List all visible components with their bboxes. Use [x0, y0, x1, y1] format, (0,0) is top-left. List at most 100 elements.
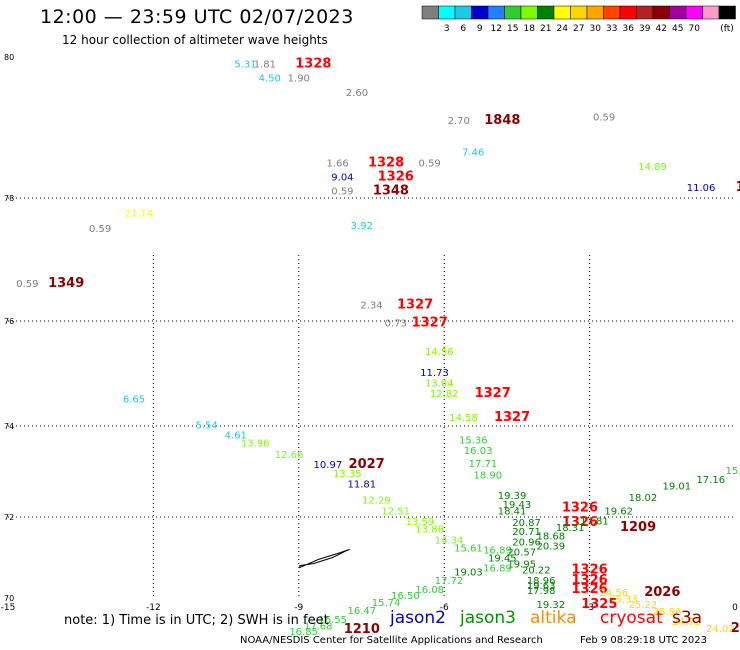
x-tick-label: -3 [585, 603, 594, 613]
wave-height-label: 11.81 [347, 479, 376, 490]
wave-height-label: 13.86 [415, 524, 444, 535]
color-scale-swatch [702, 5, 720, 20]
pass-time-label: 1326 [572, 573, 608, 588]
color-scale-label: 9 [477, 24, 483, 34]
pass-time-label: 2027 [349, 457, 385, 472]
wave-height-label: 19.03 [454, 568, 483, 579]
pass-time-label: 1326 [378, 169, 414, 184]
y-tick-label: 76 [4, 317, 14, 326]
wave-height-label: 12.51 [381, 507, 410, 518]
wave-height-label: 2.34 [360, 301, 382, 312]
wave-height-label: 14.56 [425, 347, 454, 358]
color-scale-label: 12 [491, 24, 502, 34]
wave-height-label: 17.68 [304, 622, 333, 633]
wave-height-label: 0.59 [419, 158, 441, 169]
color-scale-swatch [520, 5, 538, 20]
x-tick-label: -12 [146, 603, 161, 613]
x-tick-label: -9 [294, 603, 303, 613]
color-scale-label: 18 [524, 24, 536, 34]
color-scale-swatch [570, 5, 588, 20]
pass-time-label: 1349 [48, 276, 84, 291]
wave-height-label: 13.59 [406, 517, 435, 528]
legend-jason2: jason2 [390, 608, 446, 628]
pass-time-label: 1326 [562, 501, 598, 516]
color-scale-label: 15 [507, 24, 518, 34]
pass-time-label: 2026 [644, 585, 680, 600]
x-tick-label: -6 [440, 603, 449, 613]
wave-height-label: 24.72 [672, 617, 701, 628]
island-outline [299, 548, 350, 569]
pass-time-label: 20 [731, 621, 740, 636]
y-tick-label: 78 [4, 194, 14, 203]
pass-time-label: 1326 [562, 515, 598, 530]
wave-height-label: 14.34 [435, 535, 464, 546]
wave-height-label: 20.87 [512, 518, 541, 529]
wave-height-label: 0.59 [331, 186, 353, 197]
wave-height-label: 18.02 [629, 493, 658, 504]
pass-time-label: 1328 [368, 155, 404, 170]
legend-altika: altika [530, 608, 577, 628]
wave-height-label: 19.32 [537, 600, 566, 611]
wave-height-label: 16.50 [391, 591, 420, 602]
legend-jason3: jason3 [460, 608, 516, 628]
wave-height-label: 7.46 [462, 148, 484, 159]
wave-height-label: 18.90 [473, 470, 502, 481]
wave-height-label: 24.56 [600, 588, 629, 599]
footnote: note: 1) Time is in UTC; 2) SWH is in fe… [64, 613, 329, 628]
wave-height-label: 0.59 [16, 279, 38, 290]
color-scale-label: 39 [639, 24, 651, 34]
wave-height-label: 16.85 [289, 627, 318, 638]
wave-height-label: 6.65 [123, 394, 145, 405]
color-scale-swatch [487, 5, 505, 20]
wave-height-label: 20.39 [537, 541, 566, 552]
wave-height-label: 25.22 [629, 600, 658, 611]
wave-height-label: 15.97 [726, 466, 740, 477]
wave-height-label: 20.71 [512, 527, 541, 538]
wave-height-label: 19.63 [527, 581, 556, 592]
color-scale-swatch [553, 5, 571, 20]
wave-height-label: 19.39 [498, 491, 527, 502]
wave-height-label: 16.89 [483, 564, 512, 575]
y-tick-label: 70 [4, 594, 14, 603]
wave-height-label: 10.97 [314, 460, 343, 471]
pass-time-label: 1325 [581, 597, 617, 612]
pass-time-label: 1328 [295, 57, 331, 72]
wave-height-label: 19.43 [503, 500, 532, 511]
wave-height-label: 4.50 [259, 74, 281, 85]
wave-height-label: 13.04 [425, 379, 454, 390]
color-scale-label: 70 [689, 24, 701, 34]
color-scale-label: 45 [672, 24, 683, 34]
wave-height-label: 19.01 [663, 482, 692, 493]
x-tick-label: -15 [1, 603, 16, 613]
color-scale-swatch [619, 5, 637, 20]
color-scale-label: 33 [606, 24, 617, 34]
wave-height-label: 24.02 [706, 624, 735, 635]
generated-timestamp: Feb 9 08:29:18 UTC 2023 [580, 635, 707, 646]
pass-time-label: 1210 [344, 622, 380, 637]
color-scale-swatch [652, 5, 670, 20]
wave-height-label: 2.70 [448, 116, 470, 127]
wave-height-label: 16.55 [318, 615, 347, 626]
legend-cryosat: cryosat [600, 608, 663, 628]
wave-height-label: 4.61 [225, 431, 247, 442]
color-scale-swatch [586, 5, 604, 20]
wave-height-label: 18.31 [556, 523, 585, 534]
wave-height-label: 11.73 [420, 368, 449, 379]
pass-time-label: 1327 [412, 315, 448, 330]
wave-height-label: 19.62 [604, 507, 633, 518]
wave-height-label: 19.95 [507, 560, 536, 571]
wave-height-label: 20.57 [507, 547, 536, 558]
wave-height-label: 13.35 [333, 469, 362, 480]
credit-line: NOAA/NESDIS Center for Satellite Applica… [240, 635, 543, 646]
wave-height-label: 20.96 [512, 537, 541, 548]
wave-height-label: 14.89 [638, 162, 667, 173]
wave-height-label: 17.72 [435, 576, 464, 587]
color-scale-unit: (ft) [720, 24, 734, 34]
wave-height-label: 20.22 [522, 566, 551, 577]
color-scale-label: 6 [460, 24, 466, 34]
wave-height-label: 17.98 [527, 586, 556, 597]
wave-height-label: 3.92 [351, 221, 373, 232]
wave-height-label: 19.45 [488, 554, 517, 565]
wave-height-label: 16.47 [347, 606, 376, 617]
color-scale-label: 36 [623, 24, 635, 34]
